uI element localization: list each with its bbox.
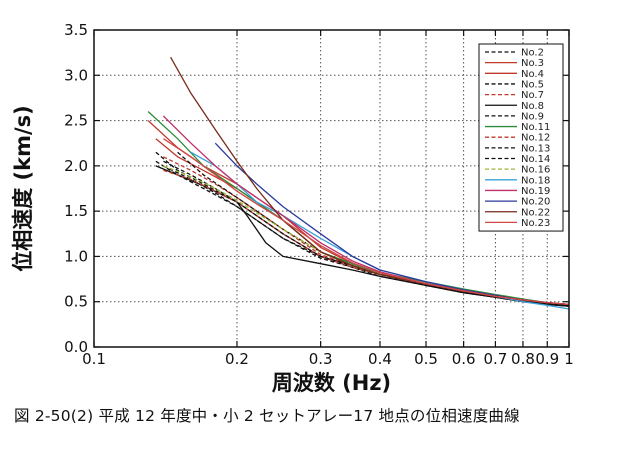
y-tick-label: 0.5 <box>64 293 88 311</box>
x-tick-label: 0.6 <box>452 350 476 368</box>
legend-label: No.23 <box>521 218 550 229</box>
legend-label: No.20 <box>521 197 550 208</box>
series-line-no11 <box>147 111 570 306</box>
y-tick-label: 3.5 <box>64 21 88 39</box>
legend-label: No.19 <box>521 186 550 197</box>
y-axis-title: 位相速度 (km/s) <box>11 105 35 272</box>
y-tick-label: 2.5 <box>64 112 88 130</box>
x-tick-label: 0.3 <box>309 350 333 368</box>
x-tick-label: 0.1 <box>82 350 106 368</box>
legend-label: No.4 <box>521 69 544 80</box>
legend-label: No.12 <box>521 133 550 144</box>
x-tick-label: 0.5 <box>414 350 438 368</box>
y-tick-label: 1.5 <box>64 202 88 220</box>
legend-label: No.22 <box>521 207 550 218</box>
x-tick-label: 1 <box>564 350 574 368</box>
legend-label: No.8 <box>521 101 544 112</box>
x-tick-label: 0.4 <box>368 350 392 368</box>
y-tick-label: 3.0 <box>64 66 88 84</box>
legend-label: No.18 <box>521 175 550 186</box>
x-tick-label: 0.9 <box>535 350 559 368</box>
phase-velocity-chart: 0.1 0.2 0.3 0.4 0.5 0.6 0.7 0.8 0.9 1 0.0 0.5 1.0 1.5… <box>11 21 574 395</box>
legend-label: No.2 <box>521 48 544 59</box>
legend: No.2No.3No.4No.5No.7No.8No.9No.11No.12No… <box>478 43 564 232</box>
legend-label: No.14 <box>521 154 550 165</box>
x-tick-label: 0.8 <box>511 350 535 368</box>
legend-label: No.5 <box>521 79 544 90</box>
y-tick-label: 2.0 <box>64 157 88 175</box>
legend-label: No.13 <box>521 143 550 154</box>
series-line-no23 <box>163 138 570 306</box>
y-tick-label: 1.0 <box>64 247 88 265</box>
legend-label: No.3 <box>521 58 544 69</box>
legend-label: No.7 <box>521 90 544 101</box>
series-lines <box>147 56 570 310</box>
x-tick-label: 0.7 <box>483 350 507 368</box>
x-tick-label: 0.2 <box>225 350 249 368</box>
x-axis-title: 周波数 (Hz) <box>272 371 391 395</box>
plot-frame <box>93 29 570 348</box>
y-tick-label: 0.0 <box>64 338 88 356</box>
ticks: 0.1 0.2 0.3 0.4 0.5 0.6 0.7 0.8 0.9 1 0.0 0.5 1.0 1.5… <box>64 21 574 368</box>
legend-label: No.9 <box>521 111 544 122</box>
legend-label: No.16 <box>521 165 550 176</box>
legend-label: No.11 <box>521 122 550 133</box>
figure-caption: 図 2-50(2) 平成 12 年度中・小 2 セットアレー17 地点の位相速度… <box>14 407 520 425</box>
